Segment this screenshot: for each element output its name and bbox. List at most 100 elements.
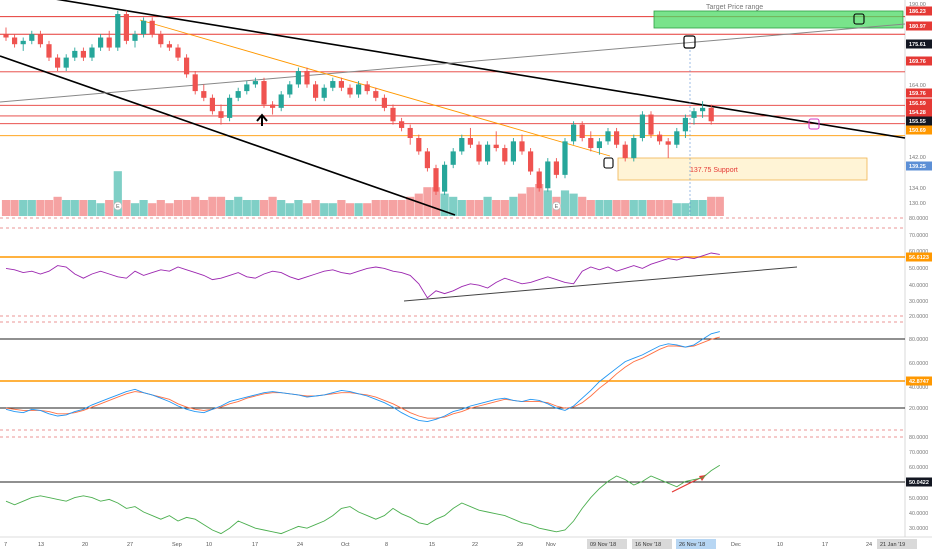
volume-bar bbox=[397, 200, 406, 216]
price-tag-label: 155.55 bbox=[909, 119, 926, 125]
candle-body bbox=[304, 71, 310, 85]
candle-body bbox=[596, 141, 602, 149]
time-tick-label: 24 bbox=[297, 542, 303, 548]
rsi-tick-label: 50.0000 bbox=[909, 266, 928, 272]
volume-bar bbox=[113, 171, 122, 216]
time-tick-label: 10 bbox=[206, 542, 212, 548]
osc-tick-label: 30.0000 bbox=[909, 526, 928, 532]
price-tick-label: 134.00 bbox=[909, 186, 926, 192]
price-levels-layer bbox=[0, 16, 905, 483]
osc-tick-label: 80.0000 bbox=[909, 435, 928, 441]
candle-body bbox=[639, 114, 645, 138]
price-tag-label: 154.28 bbox=[909, 110, 926, 116]
volume-bar bbox=[363, 203, 372, 216]
time-tick-label: 17 bbox=[822, 542, 828, 548]
candle-body bbox=[433, 168, 439, 192]
time-tick-label: Dec bbox=[731, 542, 741, 548]
candle-body bbox=[631, 138, 637, 159]
candle-body bbox=[571, 124, 577, 142]
time-tick-label: 7 bbox=[4, 542, 7, 548]
candle-body bbox=[442, 164, 448, 192]
candle-body bbox=[682, 117, 688, 132]
price-tag-label: 169.76 bbox=[909, 59, 926, 65]
volume-bar bbox=[449, 196, 458, 216]
time-highlight-badge bbox=[632, 539, 672, 549]
volume-bar bbox=[612, 200, 621, 216]
volume-bar bbox=[440, 193, 449, 216]
candle-body bbox=[476, 144, 482, 162]
upper-downtrend-line bbox=[56, 0, 906, 139]
time-tick-label: 20 bbox=[82, 542, 88, 548]
volume-bar bbox=[268, 196, 277, 216]
level-tag-label: 42.8747 bbox=[909, 379, 929, 385]
candle-body bbox=[519, 141, 525, 152]
candle-body bbox=[244, 84, 250, 92]
volume-bar bbox=[234, 196, 243, 216]
candle-body bbox=[390, 107, 396, 122]
candle-body bbox=[20, 40, 26, 45]
price-tag-label: 159.76 bbox=[909, 91, 926, 97]
marker-square-low bbox=[603, 157, 614, 169]
candle-body bbox=[347, 87, 353, 95]
volume-bar bbox=[208, 196, 217, 216]
price-tick-label: 130.00 bbox=[909, 201, 926, 207]
volume-bar bbox=[655, 200, 664, 216]
volume-bar bbox=[689, 200, 699, 216]
volume-bar bbox=[578, 196, 587, 216]
volume-bar bbox=[96, 203, 105, 216]
earnings-marker-label: E bbox=[555, 204, 559, 210]
candle-body bbox=[235, 91, 241, 98]
earnings-marker bbox=[552, 201, 561, 211]
candle-body bbox=[545, 161, 551, 189]
volume-bar bbox=[191, 196, 200, 216]
volume-bar bbox=[380, 200, 389, 216]
volume-bar bbox=[371, 200, 380, 216]
candle-body bbox=[252, 81, 258, 85]
price-tag-badge bbox=[906, 6, 932, 16]
volume-bar bbox=[320, 203, 329, 216]
volume-bar bbox=[560, 190, 570, 216]
candle-body bbox=[98, 37, 104, 48]
target-price-zone bbox=[653, 10, 904, 29]
rsi-trendline bbox=[403, 266, 798, 302]
candle-body bbox=[416, 138, 422, 152]
candle-body bbox=[450, 151, 456, 165]
candle-body bbox=[261, 81, 267, 105]
volume-bar bbox=[328, 203, 337, 216]
level-tag-badge bbox=[906, 376, 932, 386]
volume-bar bbox=[698, 200, 707, 216]
marker-square-projection bbox=[808, 118, 820, 130]
candle-body bbox=[502, 148, 508, 162]
candle-body bbox=[665, 141, 671, 145]
price-tag-badge bbox=[906, 161, 932, 171]
volume-bar bbox=[87, 200, 97, 216]
volume-bar bbox=[148, 203, 157, 216]
volume-bar bbox=[517, 193, 527, 216]
indicator-lines-layer bbox=[5, 252, 721, 535]
oscillator-line bbox=[5, 464, 721, 535]
candle-body bbox=[158, 34, 164, 45]
candle-body bbox=[528, 151, 534, 172]
candle-body bbox=[141, 20, 147, 35]
trendlines-layer bbox=[0, 0, 906, 493]
volume-bar bbox=[457, 200, 466, 216]
candle-body bbox=[192, 74, 198, 92]
volume-bar bbox=[130, 203, 140, 216]
candle-body bbox=[330, 81, 336, 88]
candle-body bbox=[407, 127, 413, 138]
candle-body bbox=[708, 107, 714, 122]
candle-body bbox=[149, 20, 155, 35]
volume-bar bbox=[638, 200, 647, 216]
candle-body bbox=[338, 81, 344, 88]
volume-bar bbox=[53, 196, 62, 216]
candle-body bbox=[132, 34, 138, 41]
time-axis-layer: 7132027Sep101724Oct8152229NovDec10172431… bbox=[4, 539, 917, 549]
volume-bar bbox=[251, 200, 260, 216]
earnings-marker bbox=[113, 201, 123, 211]
volume-bar bbox=[707, 196, 716, 216]
volume-bar bbox=[165, 203, 174, 216]
level-tag-badge bbox=[906, 252, 932, 262]
volume-bar bbox=[1, 200, 11, 216]
rsi-tick-label: 60.0000 bbox=[909, 249, 928, 255]
